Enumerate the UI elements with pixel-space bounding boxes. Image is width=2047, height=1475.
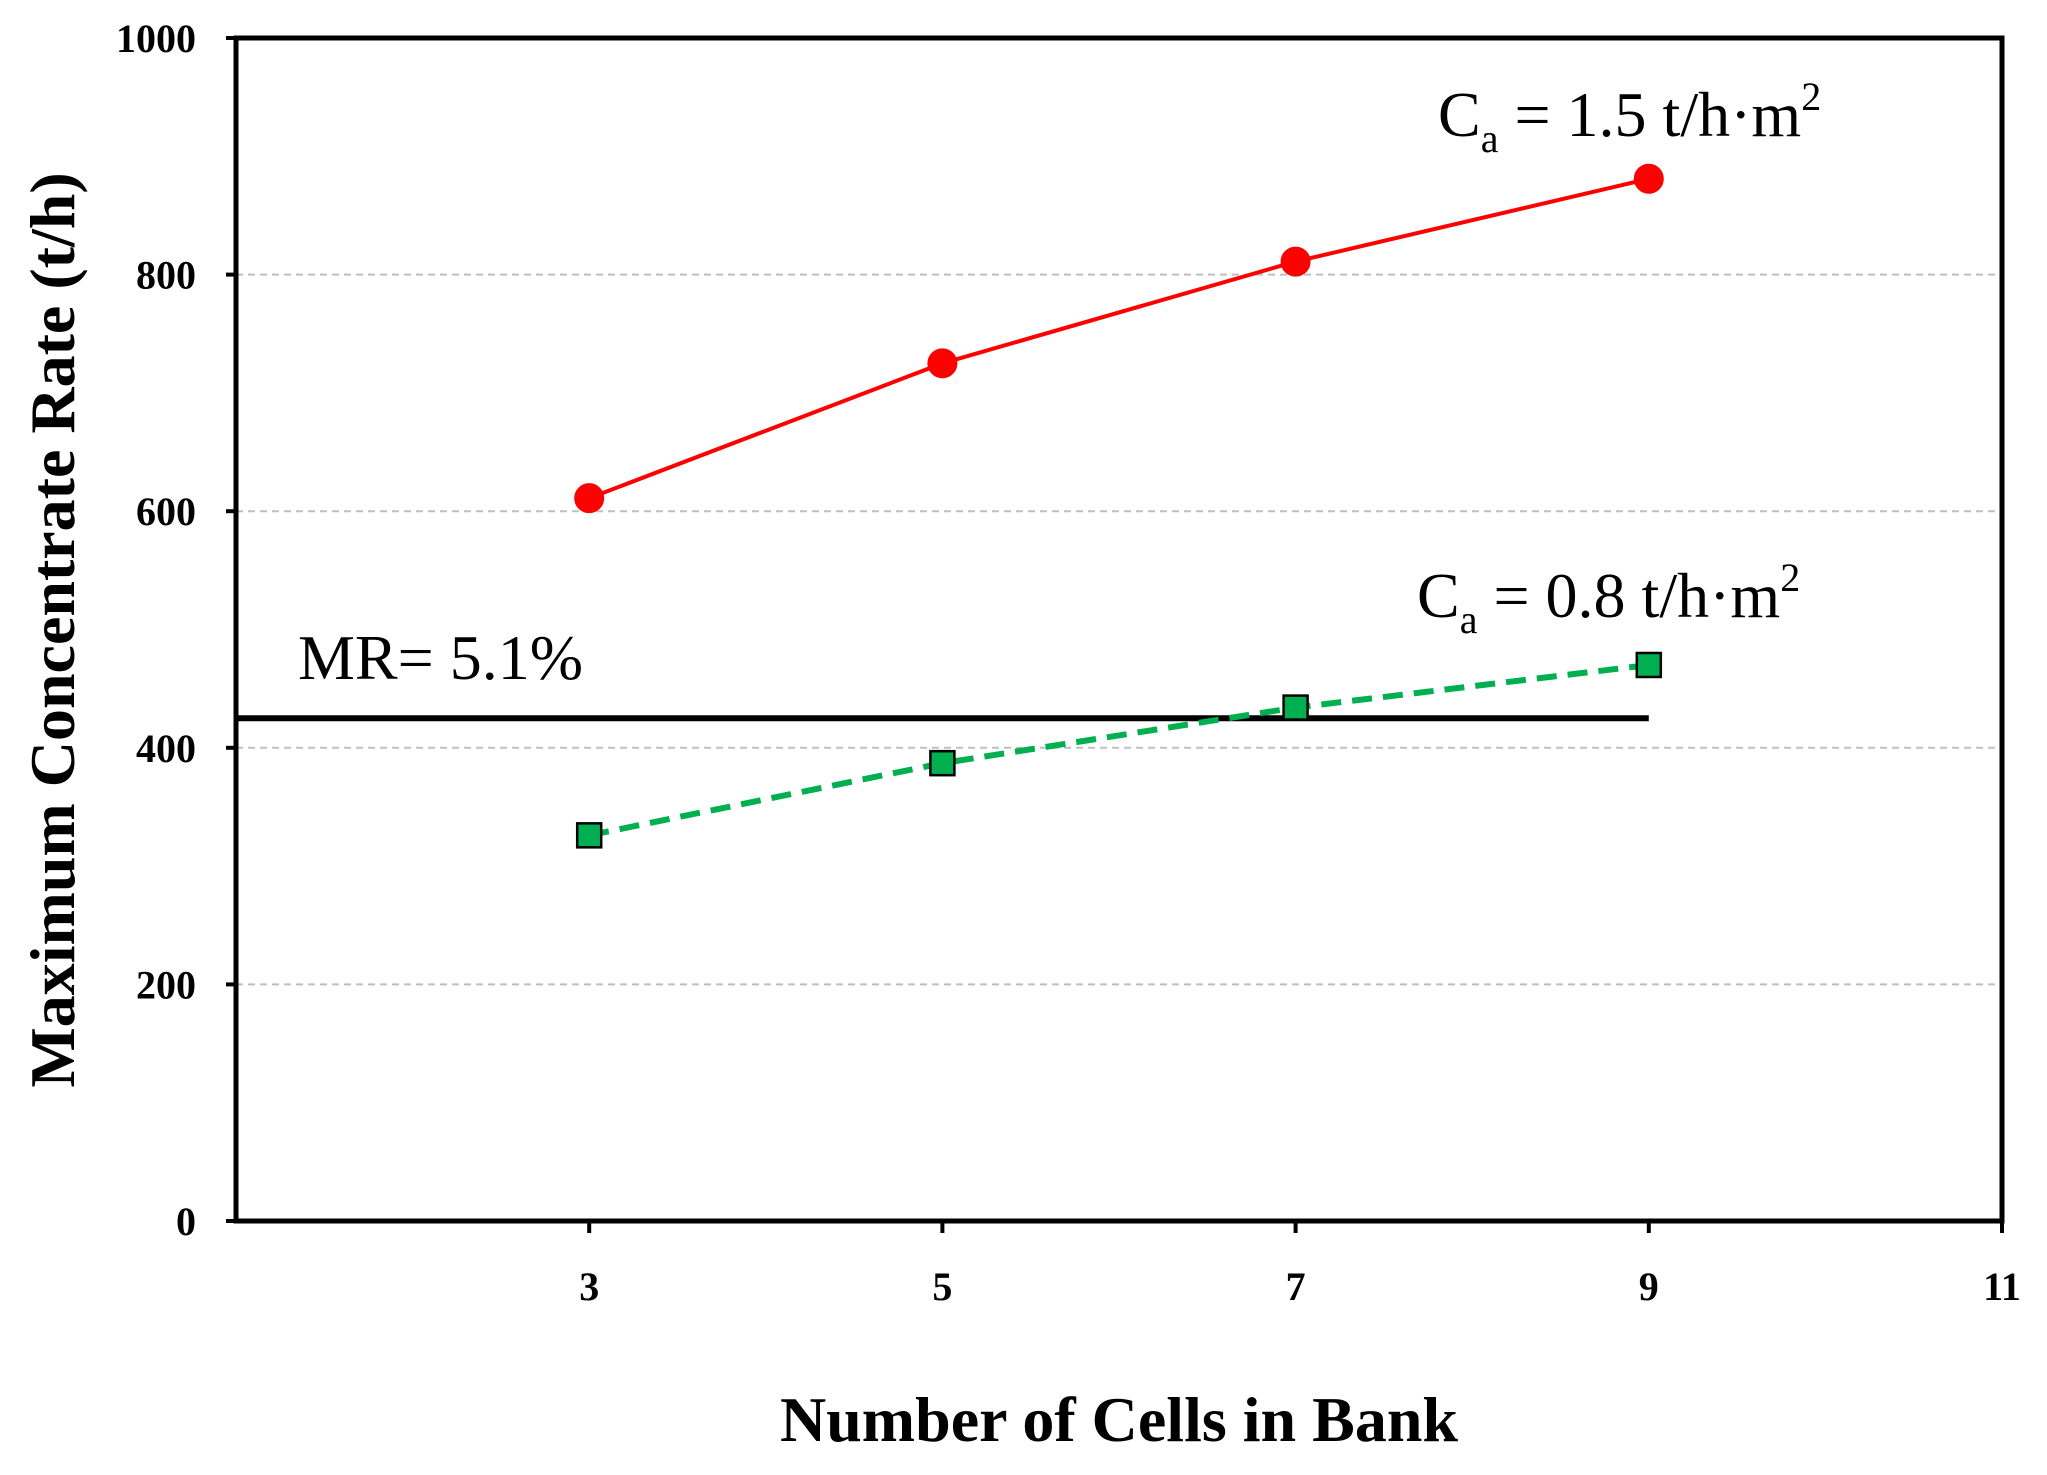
x-axis-title: Number of Cells in Bank [780, 1384, 1458, 1455]
y-tick-label: 600 [136, 489, 196, 534]
x-tick-label: 11 [1983, 1264, 2021, 1309]
x-tick-label: 9 [1639, 1264, 1659, 1309]
x-tick-label: 7 [1286, 1264, 1306, 1309]
annotation-sup: 2 [1780, 555, 1800, 600]
annotation-sub: a [1460, 597, 1478, 642]
x-tick-label: 5 [932, 1264, 952, 1309]
annotation-sup: 2 [1801, 74, 1821, 119]
y-tick-label: 800 [136, 253, 196, 298]
reference-line-group: MR= 5.1% [236, 622, 1649, 722]
y-axis-title: Maximum Concentrate Rate (t/h) [17, 172, 88, 1087]
y-tick-label: 200 [136, 962, 196, 1007]
y-tick-label: 0 [176, 1199, 196, 1244]
axis-ticks: 0 200 400 600 800 1000 3 5 7 9 11 [116, 16, 2021, 1309]
series-1-point [1282, 694, 1309, 721]
annotation-sub: a [1481, 116, 1499, 161]
series-1-point [575, 822, 603, 849]
reference-line-label: MR= 5.1% [298, 622, 583, 693]
series-line-0 [588, 176, 1650, 501]
series-0-point [1280, 246, 1311, 277]
y-tick-label: 400 [136, 726, 196, 771]
gridlines [236, 273, 2002, 986]
series-annotation-1: Ca = 0.8 t/h·m2 [1417, 555, 1800, 642]
annotation-text: = 0.8 t/h·m [1477, 560, 1780, 631]
series-0-point [1633, 163, 1664, 194]
x-tick-label: 3 [579, 1264, 599, 1309]
series-group [574, 163, 1664, 849]
y-tick-label: 1000 [116, 16, 196, 61]
series-0-point [574, 483, 605, 514]
annotation-base: C [1438, 79, 1481, 150]
annotation-base: C [1417, 560, 1460, 631]
plot-frame [233, 35, 2005, 1224]
series-1-point [1635, 651, 1663, 679]
series-1-point [929, 749, 956, 777]
series-0-point [927, 348, 958, 379]
series-annotation-0: Ca = 1.5 t/h·m2 [1438, 74, 1821, 161]
annotation-text: = 1.5 t/h·m [1498, 79, 1801, 150]
series-line-1 [588, 662, 1650, 839]
